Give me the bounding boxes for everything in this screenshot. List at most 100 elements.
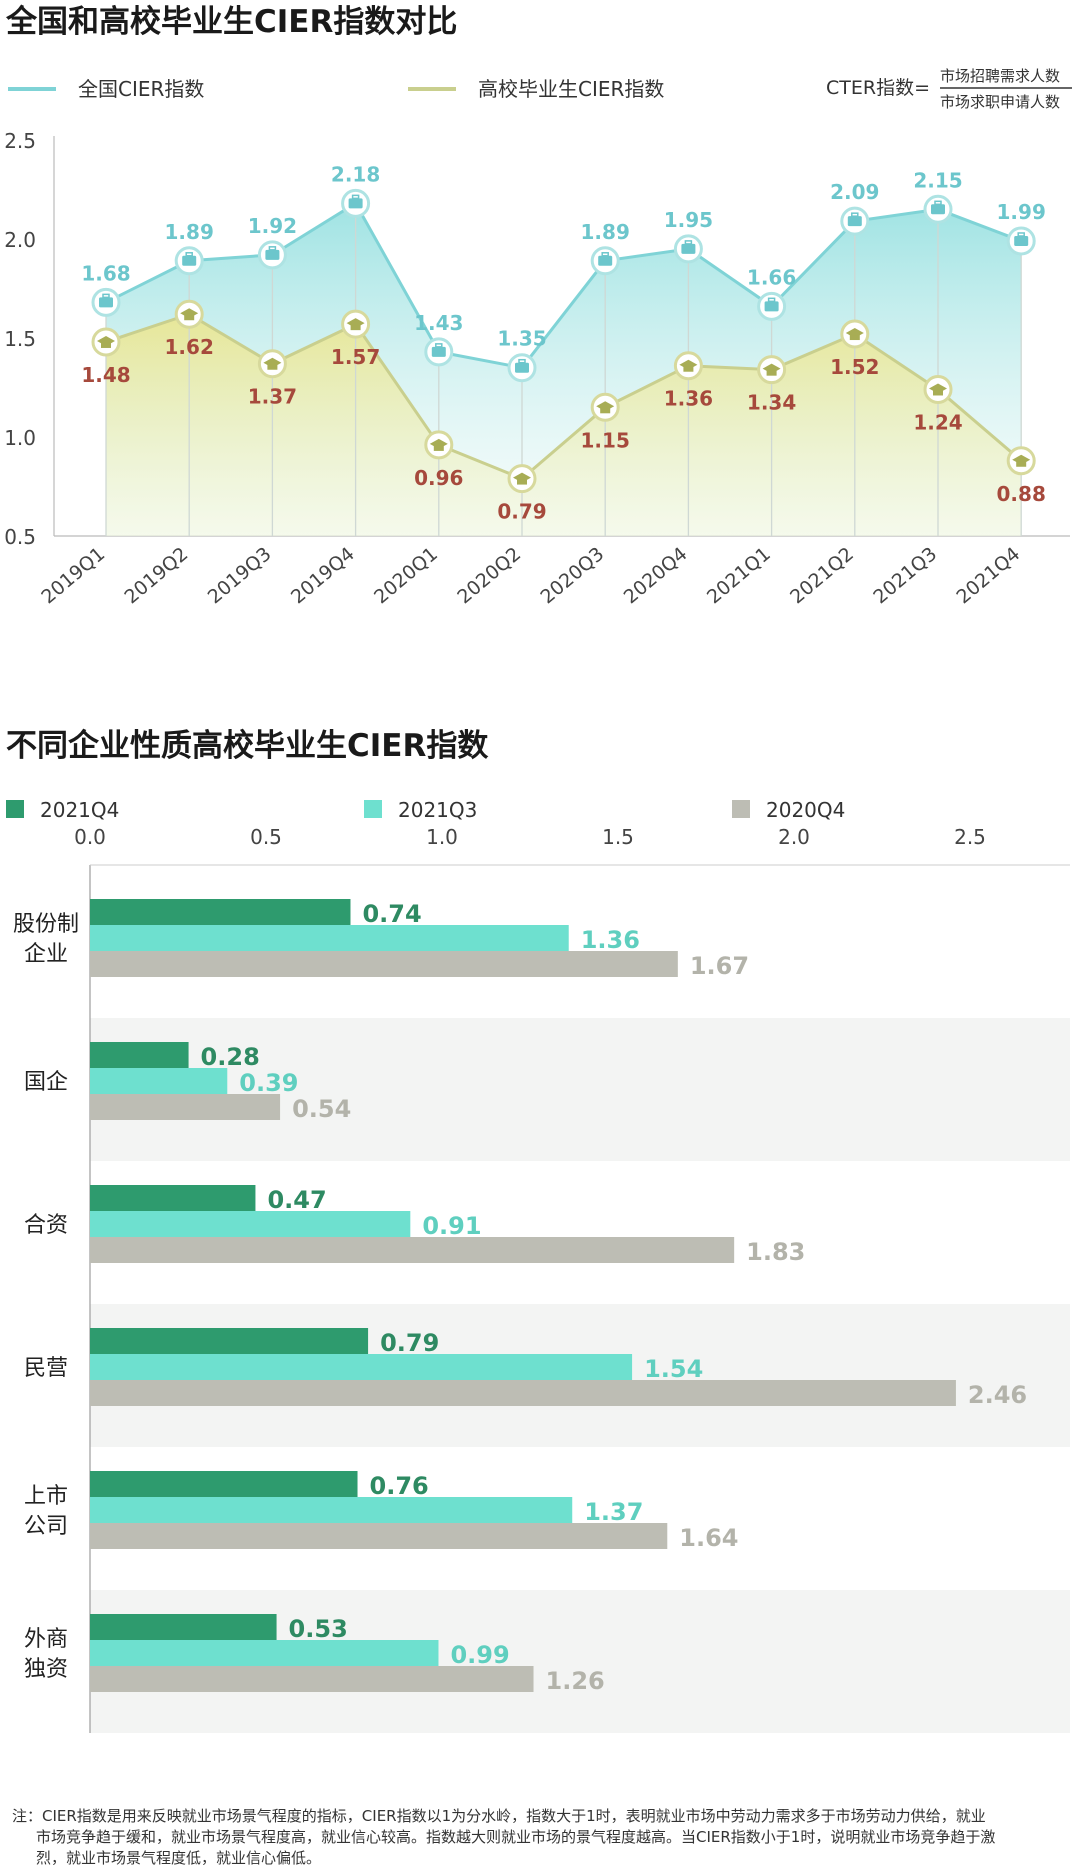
data-label: 1.54 bbox=[644, 1355, 703, 1383]
x-tick-label: 1.5 bbox=[602, 825, 634, 849]
data-label: 0.99 bbox=[450, 1641, 509, 1669]
legend-label-2021q3: 2021Q3 bbox=[398, 798, 477, 822]
bar bbox=[90, 925, 569, 951]
data-label: 0.79 bbox=[380, 1329, 439, 1357]
briefcase-handle-icon bbox=[268, 246, 277, 251]
data-label-national: 2.09 bbox=[830, 180, 879, 204]
category-label: 企业 bbox=[24, 942, 68, 967]
y-tick-label: 1.5 bbox=[4, 327, 36, 351]
category-label: 公司 bbox=[24, 1514, 68, 1539]
x-tick-label: 2019Q1 bbox=[37, 543, 109, 608]
x-tick-label: 2021Q3 bbox=[869, 543, 941, 608]
data-label: 1.36 bbox=[581, 926, 640, 954]
data-label-graduates: 0.88 bbox=[997, 482, 1046, 506]
formula-numerator: 市场招聘需求人数 bbox=[940, 67, 1060, 85]
graduation-cap-base-icon bbox=[433, 445, 444, 451]
legend-swatch-2021q4 bbox=[6, 800, 24, 818]
footnote-line: 市场竞争趋于缓和，就业市场景气程度高，就业信心较高。指数越大则就业市场的景气程度… bbox=[36, 1828, 996, 1846]
y-tick-label: 2.0 bbox=[4, 228, 36, 252]
data-label-national: 1.35 bbox=[497, 327, 546, 351]
graduation-cap-base-icon bbox=[849, 335, 860, 341]
category-label: 合资 bbox=[24, 1213, 68, 1238]
data-label-national: 1.89 bbox=[581, 220, 630, 244]
bar bbox=[90, 1042, 189, 1068]
bar bbox=[90, 899, 351, 925]
briefcase-handle-icon bbox=[767, 297, 776, 303]
graduation-cap-base-icon bbox=[1016, 461, 1027, 467]
bar bbox=[90, 1068, 228, 1094]
line-chart: 全国和高校毕业生CIER指数对比 全国CIER指数 高校毕业生CIER指数 CT… bbox=[4, 4, 1072, 608]
data-label-national: 1.43 bbox=[414, 311, 463, 335]
graduation-cap-base-icon bbox=[766, 370, 777, 376]
briefcase-handle-icon bbox=[1017, 232, 1025, 237]
briefcase-icon bbox=[1014, 235, 1029, 246]
legend-label-graduates: 高校毕业生CIER指数 bbox=[478, 77, 664, 101]
x-tick-label: 2020Q4 bbox=[620, 543, 692, 608]
data-label-national: 1.99 bbox=[997, 200, 1046, 224]
plot-area: 0.5 1.0 1.5 2.0 2.5 1.68 1.89 1.92 2.18 1.43 1.35 1… bbox=[4, 129, 1070, 608]
bar bbox=[90, 1185, 256, 1211]
data-label: 0.39 bbox=[239, 1069, 298, 1097]
data-label-graduates: 1.57 bbox=[331, 345, 380, 369]
legend-label-2021q4: 2021Q4 bbox=[40, 798, 119, 822]
x-tick-label: 2.0 bbox=[778, 825, 810, 849]
graduation-cap-base-icon bbox=[101, 342, 111, 348]
footnote: 注：CIER指数是用来反映就业市场景气程度的指标，CIER指数以1为分水岭，指数… bbox=[12, 1806, 1068, 1869]
x-tick-label: 2021Q4 bbox=[953, 543, 1025, 608]
briefcase-handle-icon bbox=[102, 293, 110, 299]
graduation-cap-base-icon bbox=[683, 366, 694, 372]
graduation-cap-base-icon bbox=[517, 479, 527, 485]
data-label-graduates: 0.96 bbox=[414, 466, 463, 490]
category-label: 国企 bbox=[24, 1070, 68, 1095]
x-tick-label: 2020Q2 bbox=[453, 543, 525, 608]
data-label: 2.46 bbox=[968, 1381, 1027, 1409]
legend-swatch-2021q3 bbox=[364, 800, 382, 818]
briefcase-handle-icon bbox=[185, 252, 193, 257]
chart1-title: 全国和高校毕业生CIER指数对比 bbox=[5, 4, 457, 40]
graduation-cap-base-icon bbox=[600, 408, 611, 414]
data-label-national: 1.68 bbox=[81, 261, 130, 285]
data-label-national: 2.18 bbox=[331, 162, 380, 186]
x-tick-label: 2020Q1 bbox=[370, 543, 442, 608]
bar bbox=[90, 1094, 281, 1120]
x-tick-label: 1.0 bbox=[426, 825, 458, 849]
data-label-national: 1.66 bbox=[747, 265, 796, 289]
briefcase-icon bbox=[764, 301, 779, 312]
bar bbox=[90, 1666, 534, 1692]
legend-label-national: 全国CIER指数 bbox=[78, 77, 204, 101]
data-label: 1.67 bbox=[690, 952, 749, 980]
briefcase-handle-icon bbox=[351, 194, 360, 200]
bar bbox=[90, 1237, 735, 1263]
graduation-cap-base-icon bbox=[267, 364, 278, 370]
legend-label-2020q4: 2020Q4 bbox=[766, 798, 845, 822]
briefcase-icon bbox=[348, 198, 363, 209]
formula-denominator: 市场求职申请人数 bbox=[940, 93, 1060, 111]
data-label: 0.76 bbox=[370, 1472, 429, 1500]
briefcase-handle-icon bbox=[934, 200, 942, 206]
x-tick-label: 2021Q2 bbox=[786, 543, 858, 608]
data-label-graduates: 1.52 bbox=[830, 355, 879, 379]
series-line-graduates bbox=[105, 312, 1023, 481]
x-tick-label: 2019Q3 bbox=[204, 543, 276, 608]
bar bbox=[90, 1328, 369, 1354]
briefcase-handle-icon bbox=[684, 240, 693, 245]
data-label-graduates: 1.37 bbox=[248, 385, 297, 409]
data-label: 0.53 bbox=[289, 1615, 348, 1643]
x-tick-label: 0.5 bbox=[250, 825, 282, 849]
row-band bbox=[90, 1018, 1070, 1161]
data-label-graduates: 1.36 bbox=[664, 387, 713, 411]
bar bbox=[90, 1640, 439, 1666]
briefcase-icon bbox=[182, 255, 197, 266]
x-tick-label: 2021Q1 bbox=[703, 543, 775, 608]
bar-chart: 不同企业性质高校毕业生CIER指数 2021Q4 2021Q3 2020Q4 0… bbox=[6, 728, 1070, 1733]
data-label-graduates: 1.15 bbox=[581, 428, 630, 452]
data-label: 0.74 bbox=[362, 900, 421, 928]
bar bbox=[90, 1354, 633, 1380]
data-label-national: 1.89 bbox=[165, 220, 214, 244]
x-tick-label: 2020Q3 bbox=[537, 543, 609, 608]
category-label: 股份制 bbox=[13, 912, 79, 937]
legend-swatch-2020q4 bbox=[732, 800, 750, 818]
category-label: 独资 bbox=[24, 1657, 68, 1682]
category-label: 外商 bbox=[24, 1627, 68, 1652]
